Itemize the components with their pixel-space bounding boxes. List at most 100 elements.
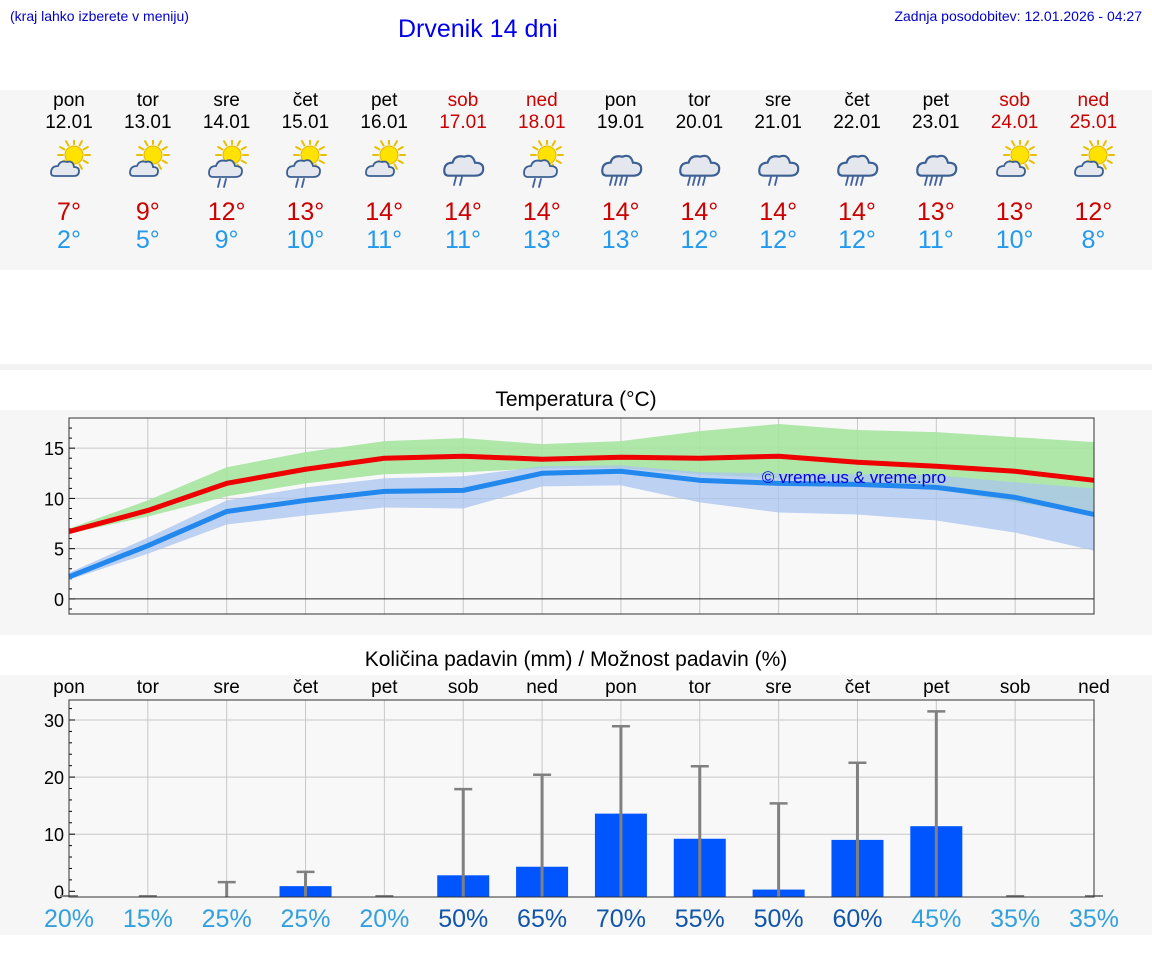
rain-error-bar (296, 870, 315, 897)
day-date: 18.01 (518, 112, 566, 133)
temp-y-tick: 10 (44, 489, 64, 509)
rain-day-label: pet (923, 677, 950, 698)
day-name: pet (370, 90, 398, 111)
sun-cloud-rain-icon (207, 138, 249, 188)
rain-probability: 50% (438, 905, 488, 933)
max-temp: 13° (916, 198, 955, 226)
rain-y-tick: 0 (54, 882, 64, 902)
min-temp: 11° (445, 226, 481, 254)
weather-icon-holder (990, 138, 1042, 188)
rain-y-tick: 10 (44, 825, 64, 845)
day-name: ned (525, 90, 558, 111)
day-date: 19.01 (596, 112, 645, 133)
day-column: sob 17.01 14° 11° (424, 90, 502, 260)
day-name: tor (688, 90, 711, 111)
min-temp: 10° (286, 226, 325, 254)
day-column: pon 19.01 14° 13° (582, 90, 660, 260)
min-temp: 8° (1081, 226, 1106, 254)
max-temp: 14° (601, 198, 640, 226)
rain-day-label: sob (1000, 677, 1031, 698)
sun-cloud-rain-icon (522, 138, 564, 188)
min-temp: 12° (838, 226, 876, 254)
temp-y-tick: 0 (54, 590, 64, 610)
precipitation-chart: 0 10 20 30 pon tor sre čet pet sob ned pon tor sre čet… (44, 677, 1119, 933)
weather-icon-holder (674, 140, 726, 188)
rain-day-label: pon (605, 677, 637, 698)
rain-error-bar (848, 761, 867, 897)
rain-y-tick: 20 (44, 768, 64, 788)
rain-probability: 25% (202, 905, 252, 933)
rain-probability: 70% (596, 905, 646, 933)
max-temp: 14° (759, 198, 798, 226)
weather-icon-holder (517, 138, 569, 188)
min-temp: 2° (57, 226, 81, 254)
day-name: pon (604, 90, 637, 111)
rain-y-tick: 30 (44, 711, 64, 731)
cloud-rain-icon (758, 154, 800, 186)
partly-sunny-icon (365, 138, 407, 177)
day-column: pet 23.01 13° 11° (897, 90, 975, 260)
min-temp: 11° (917, 226, 954, 254)
precipitation-chart-title: Količina padavin (mm) / Možnost padavin … (364, 648, 788, 671)
cloud-heavy-rain-icon (600, 154, 642, 186)
rain-probability: 25% (281, 905, 331, 933)
rain-plot-frame (68, 699, 1095, 898)
min-temp-line (68, 468, 1095, 580)
weather-icon-holder (596, 140, 648, 188)
daily-forecast-strip: pon 12.01 7° 2° tor 13.01 9° 5° sre 14.01 12° 9° čet… (0, 90, 1152, 270)
min-temp: 13° (522, 226, 561, 254)
rain-error-bar (690, 764, 709, 897)
rain-probability: 35% (1069, 905, 1119, 933)
max-temp: 14° (365, 198, 404, 226)
rain-probability: 15% (123, 905, 173, 933)
max-temp-line (68, 453, 1095, 534)
day-column: sre 21.01 14° 12° (739, 90, 817, 260)
day-column: sre 14.01 12° 9° (188, 90, 266, 260)
min-temp: 9° (214, 226, 239, 254)
day-name: sre (764, 90, 792, 111)
day-name: čet (292, 90, 319, 111)
max-temp: 14° (444, 198, 482, 226)
rain-day-label: ned (1078, 677, 1110, 698)
max-temp: 13° (995, 198, 1034, 226)
day-name: čet (844, 90, 870, 111)
day-column: tor 13.01 9° 5° (109, 90, 187, 260)
rain-probability: 45% (911, 905, 961, 933)
last-update: Zadnja posodobitev: 12.01.2026 - 04:27 (894, 8, 1142, 24)
rain-probability: 20% (44, 905, 94, 933)
day-column: ned 18.01 14° 13° (503, 90, 581, 260)
day-date: 24.01 (990, 112, 1039, 133)
cloud-rain-icon (443, 154, 485, 186)
page-title: Drvenik 14 dni (398, 15, 558, 43)
weather-icon-holder (438, 140, 490, 188)
day-date: 15.01 (281, 112, 330, 133)
weather-icon-holder (753, 140, 805, 188)
weather-icon-holder (280, 138, 332, 188)
partly-sunny-icon (50, 138, 91, 177)
rain-day-label: sob (448, 677, 479, 698)
min-temp: 5° (135, 226, 160, 254)
day-date: 25.01 (1069, 112, 1118, 133)
temp-y-tick: 15 (44, 439, 64, 459)
day-column: pet 16.01 14° 11° (345, 90, 423, 260)
day-name: pon (53, 90, 85, 111)
day-name: sre (213, 90, 240, 111)
min-temp: 10° (995, 226, 1034, 254)
rain-day-label: pon (53, 677, 85, 698)
rain-day-label: ned (526, 677, 558, 698)
day-date: 23.01 (912, 112, 960, 133)
weather-icon-holder (123, 138, 175, 188)
rain-error-bar (454, 787, 473, 897)
day-date: 13.01 (124, 112, 172, 133)
day-date: 12.01 (45, 112, 93, 133)
cloud-heavy-rain-icon (679, 154, 721, 186)
day-date: 20.01 (675, 112, 724, 133)
day-name: sob (999, 90, 1030, 111)
day-column: pon 12.01 7° 2° (30, 90, 108, 260)
day-name: sob (447, 90, 479, 111)
rain-error-bar (217, 880, 236, 897)
rain-error-bar (611, 725, 630, 897)
max-temp: 14° (680, 198, 719, 226)
location-hint: (kraj lahko izberete v meniju) (10, 8, 189, 24)
day-column: ned 25.01 12° 8° (1054, 90, 1132, 260)
